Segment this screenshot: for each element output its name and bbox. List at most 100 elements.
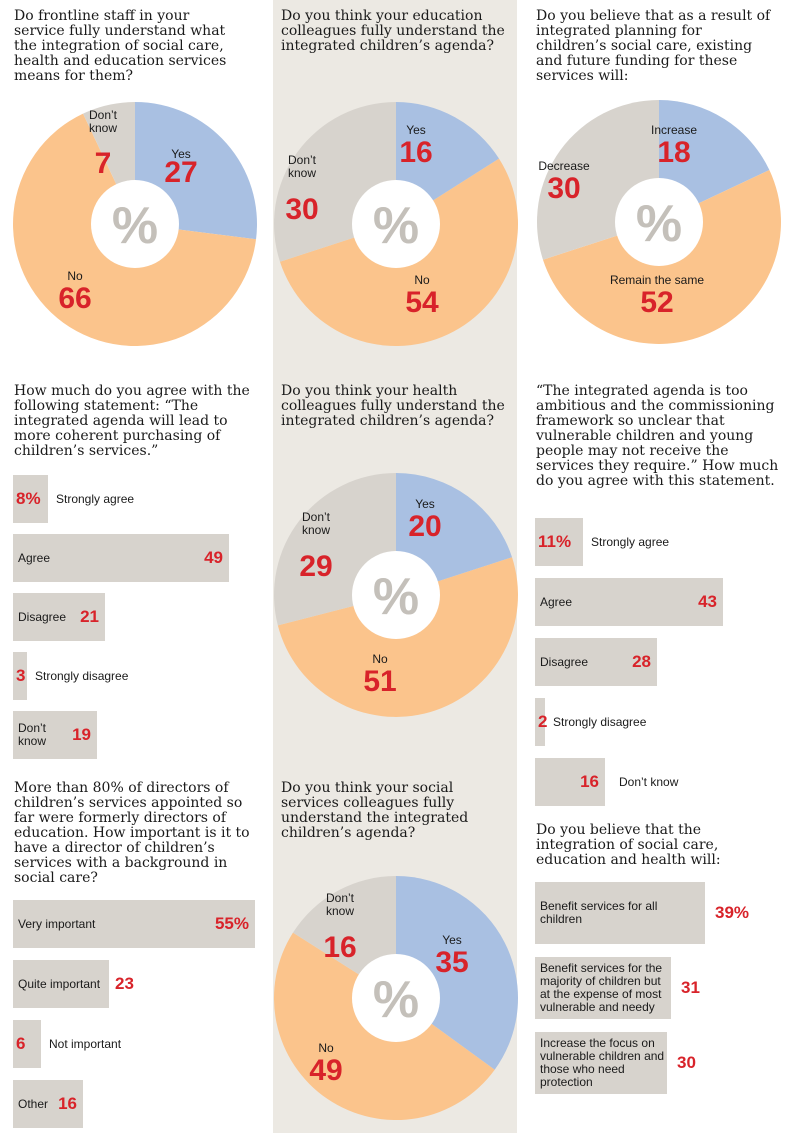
pie-label-remain-the-same: Remain the same (610, 273, 704, 287)
bar-label: Very important (18, 916, 96, 931)
pie-label-no: No (372, 652, 388, 666)
question-frontline-staff: Do frontline staff in your service fully… (14, 8, 227, 84)
bar: 8% (13, 475, 48, 523)
bar-chart-director-background: Very important 55% Quite important 23 6 Not i… (13, 900, 273, 1130)
question-social-services-colleagues: Do you think your social services collea… (281, 780, 469, 841)
bar-label: Benefit services for the majority of chi… (540, 961, 663, 1014)
bar-value: 8% (16, 489, 41, 508)
bar-label: Quite important (18, 976, 101, 991)
bar: 6 (13, 1020, 41, 1068)
bar-value: 28 (632, 652, 651, 671)
percent-symbol: % (373, 971, 419, 1029)
pie-label-yes: Yes (442, 933, 462, 947)
bar: Increase the focus on vulnerable childre… (535, 1032, 667, 1094)
question-integration-will: Do you believe that the integration of s… (536, 822, 721, 868)
bar-value: 39% (715, 903, 750, 922)
pie-label-don-t-know: Don’t know (89, 108, 118, 135)
bar-row-strongly-agree: 8% Strongly agree (13, 475, 134, 523)
bar-row-strongly-disagree: 3 Strongly disagree (13, 652, 128, 700)
pie-value-decrease: 30 (547, 172, 580, 205)
bar-value: 49 (204, 548, 223, 567)
question-too-ambitious: “The integrated agenda is too ambitious … (536, 383, 779, 489)
pie-label-don-t-know: Don’t know (302, 510, 331, 537)
question-funding: Do you believe that as a result of integ… (536, 8, 771, 84)
percent-symbol: % (112, 197, 158, 255)
pie-center-hole (352, 954, 440, 1042)
bar-value: 21 (80, 607, 99, 626)
pie-label-increase: Increase (651, 123, 697, 137)
pie-center-hole (352, 180, 440, 268)
bar-row-increase-the-focus-on-vulnerab: Increase the focus on vulnerable childre… (535, 1032, 696, 1094)
bar-row-strongly-disagree: 2 Strongly disagree (535, 698, 646, 746)
bar-value: 6 (16, 1034, 26, 1053)
pie-label-no: No (414, 273, 430, 287)
bar-label: Disagree (18, 609, 67, 624)
bar: Disagree 21 (13, 593, 105, 641)
bar-label: Not important (49, 1037, 122, 1051)
bar-row-agree: Agree 49 (13, 534, 229, 582)
pie-value-increase: 18 (657, 136, 690, 169)
bar-chart-too-ambitious: 11% Strongly agree Agree 43 Disagree 28 2 Stron… (535, 518, 785, 808)
bar-row-other: Other 16 (13, 1080, 83, 1128)
bar-row-very-important: Very important 55% (13, 900, 255, 948)
pie-value-don-t-know: 7 (95, 147, 112, 180)
bar-row-strongly-agree: 11% Strongly agree (535, 518, 669, 566)
pie-value-don-t-know: 16 (323, 931, 356, 964)
bar-value: 19 (72, 725, 91, 744)
bar: Agree 43 (535, 578, 723, 626)
percent-symbol: % (373, 197, 419, 255)
pie-label-decrease: Decrease (538, 159, 590, 173)
bar-row-don-t-know: Don’t know 19 (13, 711, 97, 759)
bar-row-benefit-services-for-the-major: Benefit services for the majority of chi… (535, 957, 700, 1019)
bar-label: Disagree (540, 654, 589, 669)
pie-slice-yes (396, 876, 518, 1070)
pie-value-yes: 35 (435, 946, 468, 979)
bar-value: 30 (677, 1053, 696, 1072)
pie-label-don-t-know: Don’t know (288, 153, 317, 180)
bar-row-disagree: Disagree 28 (535, 638, 657, 686)
pie-value-no: 49 (309, 1054, 342, 1087)
pie-label-no: No (67, 269, 83, 283)
bar-chart-coherent-purchasing: 8% Strongly agree Agree 49 Disagree 21 3 Strong… (13, 475, 263, 765)
bar: Benefit services for all children (535, 882, 705, 944)
bar: Disagree 28 (535, 638, 657, 686)
bar-row-disagree: Disagree 21 (13, 593, 105, 641)
question-coherent-purchasing: How much do you agree with the following… (14, 383, 250, 459)
bar-label: Strongly agree (56, 492, 135, 506)
pie-value-no: 54 (405, 286, 439, 319)
pie-label-yes: Yes (171, 147, 191, 161)
bar-label: Strongly disagree (35, 669, 129, 683)
pie-value-remain-the-same: 52 (640, 286, 673, 319)
bar-row-quite-important: Quite important 23 (13, 960, 134, 1008)
pie-value-yes: 20 (408, 510, 441, 543)
bar-label: Other (18, 1096, 49, 1111)
bar-row-not-important: 6 Not important (13, 1020, 121, 1068)
bar-label: Strongly disagree (553, 715, 647, 729)
pie-label-yes: Yes (415, 497, 435, 511)
bar-value: 16 (58, 1094, 77, 1113)
bar-value: 31 (681, 978, 700, 997)
bar-value: 43 (698, 592, 717, 611)
bar-chart-integration-will: Benefit services for all children 39% Bene… (535, 882, 785, 1102)
bar-value: 3 (16, 666, 26, 685)
bar-row-agree: Agree 43 (535, 578, 723, 626)
pie-value-don-t-know: 29 (299, 550, 332, 583)
question-health-colleagues: Do you think your health colleagues full… (281, 383, 505, 429)
bar-label: Agree (18, 550, 51, 565)
pie-center-hole (91, 180, 179, 268)
bar: Very important 55% (13, 900, 255, 948)
pie-label-no: No (318, 1041, 334, 1055)
bar-label: Increase the focus on vulnerable childre… (540, 1036, 665, 1089)
bar: Benefit services for the majority of chi… (535, 957, 671, 1019)
pie-value-no: 51 (363, 665, 396, 698)
question-education-colleagues: Do you think your education colleagues f… (281, 8, 505, 54)
bar: Agree 49 (13, 534, 229, 582)
bar: Quite important (13, 960, 109, 1008)
bar-value: 23 (115, 974, 134, 993)
bar-row-don-t-know: 16 Don’t know (535, 758, 678, 806)
